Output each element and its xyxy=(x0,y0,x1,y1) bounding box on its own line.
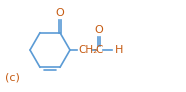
Text: H: H xyxy=(115,45,123,55)
Text: CH₂: CH₂ xyxy=(78,45,97,55)
Text: C: C xyxy=(95,45,103,55)
Text: O: O xyxy=(56,8,64,18)
Text: (c): (c) xyxy=(5,73,20,83)
Text: O: O xyxy=(95,25,103,35)
